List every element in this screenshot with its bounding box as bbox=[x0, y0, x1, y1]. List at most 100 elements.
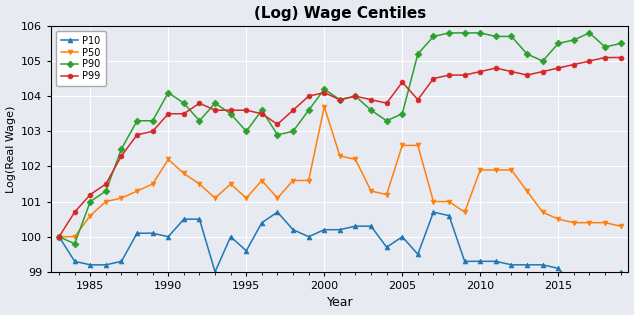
P90 bbox=[289, 129, 297, 133]
P90 bbox=[320, 87, 328, 91]
P90 bbox=[414, 52, 422, 56]
P50 bbox=[445, 200, 453, 203]
P50 bbox=[71, 235, 79, 238]
P50 bbox=[461, 210, 469, 214]
P90 bbox=[555, 42, 562, 45]
P90 bbox=[196, 119, 204, 123]
P50 bbox=[476, 168, 484, 172]
P99 bbox=[414, 98, 422, 101]
P90 bbox=[55, 235, 63, 238]
P90 bbox=[274, 133, 281, 137]
P10 bbox=[492, 260, 500, 263]
P90 bbox=[476, 31, 484, 35]
P50 bbox=[352, 158, 359, 161]
P99 bbox=[367, 98, 375, 101]
P50 bbox=[196, 182, 204, 186]
P50 bbox=[180, 172, 188, 175]
P90 bbox=[102, 189, 110, 193]
P50 bbox=[118, 196, 126, 200]
P99 bbox=[555, 66, 562, 70]
P10 bbox=[617, 270, 624, 274]
P50 bbox=[289, 179, 297, 182]
P10 bbox=[320, 228, 328, 232]
P10 bbox=[508, 263, 515, 267]
P99 bbox=[383, 101, 391, 105]
P50 bbox=[242, 196, 250, 200]
P50 bbox=[55, 235, 63, 238]
P90 bbox=[227, 112, 235, 116]
P90 bbox=[445, 31, 453, 35]
P99 bbox=[55, 235, 63, 238]
P99 bbox=[196, 101, 204, 105]
P50 bbox=[492, 168, 500, 172]
P50 bbox=[274, 196, 281, 200]
P90 bbox=[430, 35, 437, 38]
P90 bbox=[242, 129, 250, 133]
P10 bbox=[227, 235, 235, 238]
P99 bbox=[508, 70, 515, 73]
P50 bbox=[539, 210, 547, 214]
P99 bbox=[211, 108, 219, 112]
P99 bbox=[430, 77, 437, 81]
P10 bbox=[523, 263, 531, 267]
P50 bbox=[586, 221, 593, 225]
P10 bbox=[274, 210, 281, 214]
P50 bbox=[133, 189, 141, 193]
P99 bbox=[258, 112, 266, 116]
P99 bbox=[102, 182, 110, 186]
P99 bbox=[352, 94, 359, 98]
Title: (Log) Wage Centiles: (Log) Wage Centiles bbox=[254, 6, 426, 20]
P10 bbox=[180, 217, 188, 221]
P99 bbox=[336, 98, 344, 101]
Line: P50: P50 bbox=[56, 104, 623, 239]
P99 bbox=[320, 91, 328, 94]
P50 bbox=[305, 179, 313, 182]
P50 bbox=[601, 221, 609, 225]
P10 bbox=[86, 263, 94, 267]
P10 bbox=[414, 252, 422, 256]
P90 bbox=[352, 94, 359, 98]
P50 bbox=[320, 105, 328, 109]
P99 bbox=[289, 108, 297, 112]
P99 bbox=[445, 73, 453, 77]
P50 bbox=[508, 168, 515, 172]
P99 bbox=[523, 73, 531, 77]
P50 bbox=[336, 154, 344, 158]
P50 bbox=[102, 200, 110, 203]
P10 bbox=[430, 210, 437, 214]
P10 bbox=[570, 284, 578, 288]
P90 bbox=[492, 35, 500, 38]
P10 bbox=[102, 263, 110, 267]
P10 bbox=[211, 270, 219, 274]
P10 bbox=[305, 235, 313, 238]
P99 bbox=[492, 66, 500, 70]
P90 bbox=[523, 52, 531, 56]
P99 bbox=[274, 123, 281, 126]
X-axis label: Year: Year bbox=[327, 296, 353, 309]
P50 bbox=[570, 221, 578, 225]
P99 bbox=[180, 112, 188, 116]
P50 bbox=[227, 182, 235, 186]
P50 bbox=[149, 182, 157, 186]
P90 bbox=[461, 31, 469, 35]
P99 bbox=[133, 133, 141, 137]
P90 bbox=[86, 200, 94, 203]
P90 bbox=[367, 108, 375, 112]
P10 bbox=[398, 235, 406, 238]
P90 bbox=[508, 35, 515, 38]
P50 bbox=[211, 196, 219, 200]
P50 bbox=[383, 193, 391, 197]
P99 bbox=[601, 56, 609, 60]
P90 bbox=[149, 119, 157, 123]
P50 bbox=[164, 158, 172, 161]
P10 bbox=[164, 235, 172, 238]
P99 bbox=[164, 112, 172, 116]
P10 bbox=[476, 260, 484, 263]
P50 bbox=[367, 189, 375, 193]
P99 bbox=[118, 154, 126, 158]
P10 bbox=[445, 214, 453, 218]
P99 bbox=[242, 108, 250, 112]
P10 bbox=[383, 245, 391, 249]
P10 bbox=[118, 260, 126, 263]
P99 bbox=[476, 70, 484, 73]
